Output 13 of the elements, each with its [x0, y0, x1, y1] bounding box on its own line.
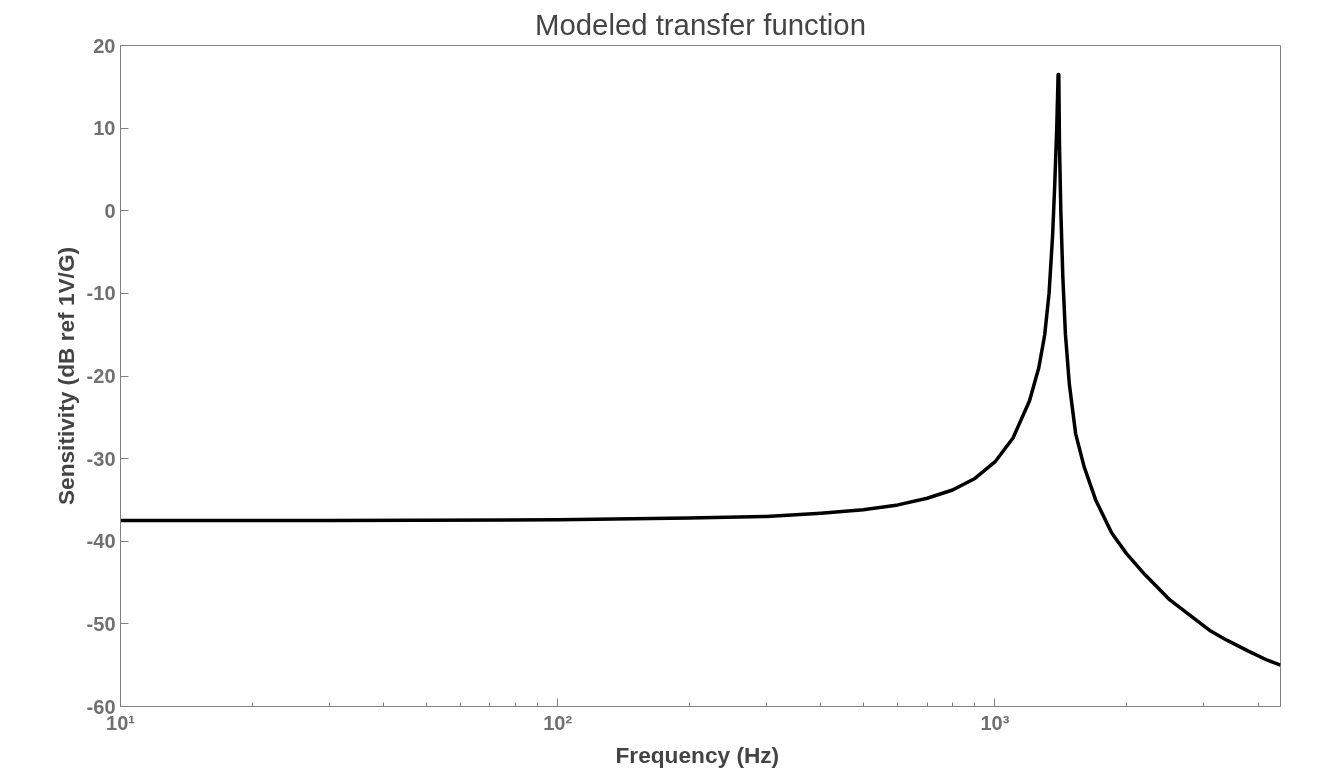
y-tick-label: -20: [86, 365, 116, 387]
y-tick-label: 20: [93, 34, 116, 57]
x-axis-title: Frequency (Hz): [615, 741, 780, 768]
x-tick-label: 10²: [543, 711, 573, 734]
y-tick-label: 0: [104, 199, 116, 222]
chart-title: Modeled transfer function: [535, 7, 866, 41]
y-axis-title: Sensitivity (dB ref 1V/G): [52, 246, 79, 506]
y-tick-label: 10: [93, 117, 116, 140]
y-tick-label: -10: [86, 282, 116, 305]
y-tick-label: -50: [86, 612, 116, 635]
y-tick-label: -40: [86, 530, 116, 553]
y-tick-label: -30: [86, 447, 116, 470]
x-tick-label: 10³: [980, 711, 1010, 734]
